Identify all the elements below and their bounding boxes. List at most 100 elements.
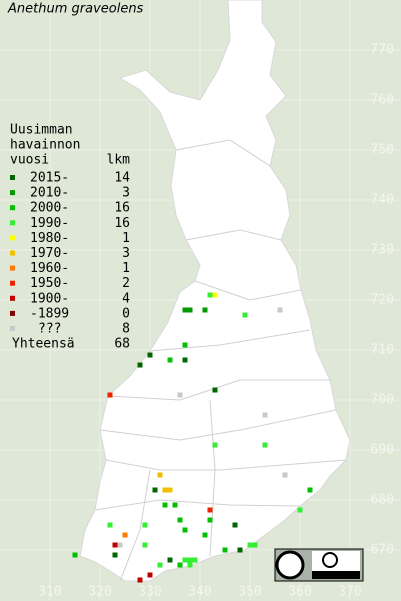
legend-count: 16: [114, 216, 130, 231]
observation: [182, 557, 188, 563]
legend-count: 1: [122, 261, 130, 276]
observation: [252, 542, 258, 548]
cc-icon: [275, 550, 305, 580]
x-tick-label: 310: [38, 585, 61, 600]
observation: [177, 517, 183, 523]
legend-count: 4: [122, 291, 130, 306]
observation: [242, 312, 248, 318]
legend-total-label: Yhteensä: [12, 337, 75, 352]
observation: [202, 307, 208, 313]
legend-label: ???: [38, 322, 61, 337]
observation: [107, 522, 113, 528]
observation: [172, 502, 178, 508]
legend-count-heading: lkm: [107, 153, 131, 168]
observation: [142, 522, 148, 528]
observation: [147, 572, 153, 578]
observation: [237, 547, 243, 553]
legend-label: 2015-: [30, 171, 69, 186]
observation: [212, 442, 218, 448]
legend-label: 1980-: [30, 231, 69, 246]
legend-swatch: [10, 280, 15, 286]
title: Anethum graveolens: [7, 2, 144, 17]
observation: [162, 487, 168, 493]
legend-count: 1: [122, 231, 130, 246]
legend-count: 16: [114, 201, 130, 216]
observation: [157, 562, 163, 568]
observation: [137, 577, 143, 583]
y-tick-label: 690: [371, 443, 394, 458]
observation: [187, 557, 193, 563]
legend-swatch: [10, 175, 15, 180]
observation: [182, 342, 188, 348]
observation: [247, 542, 253, 548]
legend-label: 1950-: [30, 276, 69, 291]
observation: [262, 412, 268, 418]
observation: [207, 517, 213, 523]
observation: [167, 357, 173, 363]
observation: [282, 472, 288, 478]
y-tick-label: 710: [371, 343, 394, 358]
legend-label: 2010-: [30, 186, 69, 201]
license-badge: [274, 548, 364, 582]
observation: [137, 362, 143, 368]
observation: [262, 442, 268, 448]
legend-total: 68: [114, 337, 130, 352]
observation: [222, 547, 228, 553]
by-icon: [322, 552, 338, 568]
legend-label: 1960-: [30, 261, 69, 276]
legend-count: 8: [122, 322, 130, 337]
legend-count: 0: [122, 306, 130, 321]
legend-swatch: [10, 265, 15, 271]
legend-swatch: [10, 310, 15, 316]
legend-swatch: [10, 326, 15, 331]
observation: [177, 562, 183, 568]
observation: [147, 352, 153, 358]
observation: [182, 307, 188, 313]
observation: [72, 552, 78, 558]
x-tick-label: 350: [238, 585, 261, 600]
legend-swatch: [10, 250, 15, 256]
observation: [297, 507, 303, 513]
observation: [307, 487, 313, 493]
observation: [162, 502, 168, 508]
legend-label: 1990-: [30, 216, 69, 231]
legend-count: 14: [114, 171, 130, 186]
legend-label: 2000-: [30, 201, 69, 216]
x-tick-label: 360: [288, 585, 311, 600]
x-tick-label: 330: [138, 585, 161, 600]
observation: [122, 532, 128, 538]
legend-count: 3: [122, 186, 130, 201]
observation: [212, 387, 218, 393]
observation: [187, 562, 193, 568]
observation: [142, 542, 148, 548]
y-tick-label: 740: [371, 193, 394, 208]
by-bar: [312, 571, 360, 579]
observation: [207, 292, 213, 298]
observation: [202, 532, 208, 538]
legend-swatch: [10, 190, 15, 196]
legend-count: 2: [122, 276, 130, 291]
y-tick-label: 730: [371, 243, 394, 258]
legend-swatch: [10, 220, 15, 226]
y-tick-label: 700: [371, 393, 394, 408]
observation: [167, 487, 173, 493]
observation: [187, 307, 193, 313]
legend-label: 1900-: [30, 291, 69, 306]
legend-heading: vuosi: [10, 153, 49, 168]
legend-count: 3: [122, 246, 130, 261]
legend-swatch: [10, 205, 15, 211]
legend-swatch: [10, 235, 15, 241]
y-tick-label: 670: [371, 543, 394, 558]
y-tick-label: 760: [371, 93, 394, 108]
observation: [107, 392, 113, 398]
x-tick-label: 320: [88, 585, 111, 600]
observation: [207, 507, 213, 513]
legend-heading: havainnon: [10, 138, 80, 153]
region-borders: [94, 139, 347, 582]
x-tick-label: 370: [338, 585, 361, 600]
y-tick-label: 720: [371, 293, 394, 308]
y-tick-label: 750: [371, 143, 394, 158]
legend-label: -1899: [30, 306, 69, 321]
legend-swatch: [10, 295, 15, 301]
